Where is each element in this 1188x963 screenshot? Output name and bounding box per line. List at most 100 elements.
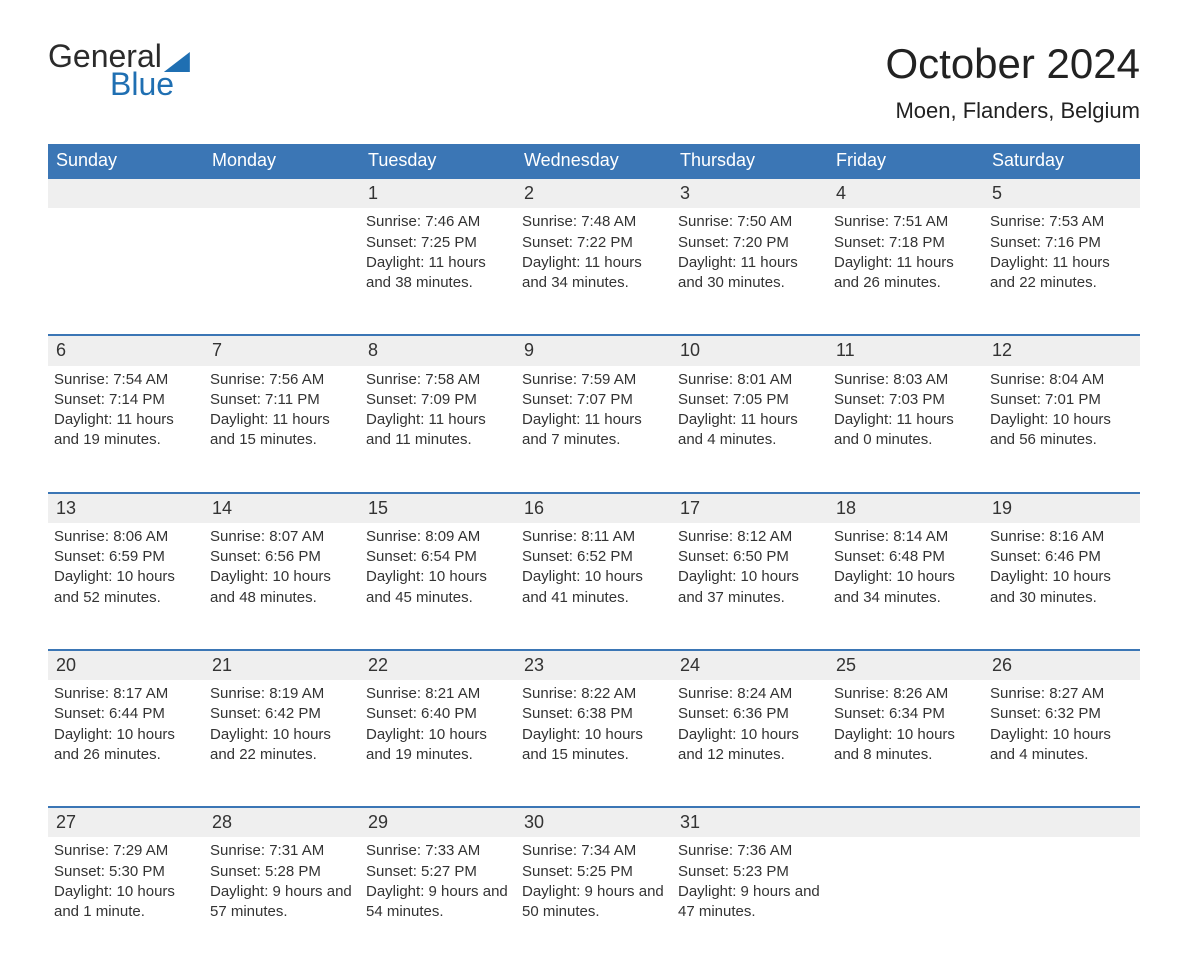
- day-number-3: 3: [672, 177, 828, 208]
- location-label: Moen, Flanders, Belgium: [885, 98, 1140, 124]
- day-number-24: 24: [672, 649, 828, 680]
- day-content-21: Sunrise: 8:19 AMSunset: 6:42 PMDaylight:…: [210, 680, 354, 765]
- sunset-value: Sunset: 6:48 PM: [834, 547, 978, 567]
- daylight-value: Daylight: 10 hours and 12 minutes.: [678, 725, 822, 766]
- sunset-value: Sunset: 5:23 PM: [678, 862, 822, 882]
- day-cell-7: Sunrise: 7:56 AMSunset: 7:11 PMDaylight:…: [204, 366, 360, 492]
- daylight-value: Daylight: 10 hours and 48 minutes.: [210, 567, 354, 608]
- sunrise-value: Sunrise: 8:16 AM: [990, 527, 1134, 547]
- day-content-24: Sunrise: 8:24 AMSunset: 6:36 PMDaylight:…: [678, 680, 822, 765]
- daylight-value: Daylight: 9 hours and 57 minutes.: [210, 882, 354, 923]
- daylight-value: Daylight: 10 hours and 4 minutes.: [990, 725, 1134, 766]
- week-1-content: Sunrise: 7:46 AMSunset: 7:25 PMDaylight:…: [48, 208, 1140, 334]
- sunset-value: Sunset: 6:52 PM: [522, 547, 666, 567]
- day-cell-2: Sunrise: 7:48 AMSunset: 7:22 PMDaylight:…: [516, 208, 672, 334]
- sunrise-value: Sunrise: 7:53 AM: [990, 212, 1134, 232]
- day-number-2: 2: [516, 177, 672, 208]
- sunrise-value: Sunrise: 8:07 AM: [210, 527, 354, 547]
- day-content-9: Sunrise: 7:59 AMSunset: 7:07 PMDaylight:…: [522, 366, 666, 451]
- day-cell-1: Sunrise: 7:46 AMSunset: 7:25 PMDaylight:…: [360, 208, 516, 334]
- daylight-value: Daylight: 10 hours and 52 minutes.: [54, 567, 198, 608]
- sunrise-value: Sunrise: 7:51 AM: [834, 212, 978, 232]
- sunset-value: Sunset: 7:07 PM: [522, 390, 666, 410]
- day-cell-15: Sunrise: 8:09 AMSunset: 6:54 PMDaylight:…: [360, 523, 516, 649]
- sunset-value: Sunset: 6:40 PM: [366, 704, 510, 724]
- daylight-value: Daylight: 11 hours and 30 minutes.: [678, 253, 822, 294]
- weekday-friday: Friday: [828, 144, 984, 177]
- day-number-6: 6: [48, 334, 204, 365]
- week-5-content: Sunrise: 7:29 AMSunset: 5:30 PMDaylight:…: [48, 837, 1140, 963]
- sunset-value: Sunset: 7:20 PM: [678, 233, 822, 253]
- day-content-14: Sunrise: 8:07 AMSunset: 6:56 PMDaylight:…: [210, 523, 354, 608]
- sunset-value: Sunset: 7:05 PM: [678, 390, 822, 410]
- week-1-numbers: 12345: [48, 177, 1140, 208]
- day-number-30: 30: [516, 806, 672, 837]
- day-content-29: Sunrise: 7:33 AMSunset: 5:27 PMDaylight:…: [366, 837, 510, 922]
- sunset-value: Sunset: 7:09 PM: [366, 390, 510, 410]
- sunrise-value: Sunrise: 7:58 AM: [366, 370, 510, 390]
- day-number-10: 10: [672, 334, 828, 365]
- daylight-value: Daylight: 11 hours and 38 minutes.: [366, 253, 510, 294]
- week-3-numbers: 13141516171819: [48, 492, 1140, 523]
- weekday-thursday: Thursday: [672, 144, 828, 177]
- week-4-numbers: 20212223242526: [48, 649, 1140, 680]
- day-number-1: 1: [360, 177, 516, 208]
- sunrise-value: Sunrise: 8:21 AM: [366, 684, 510, 704]
- daylight-value: Daylight: 10 hours and 26 minutes.: [54, 725, 198, 766]
- daylight-value: Daylight: 10 hours and 19 minutes.: [366, 725, 510, 766]
- sunrise-value: Sunrise: 8:03 AM: [834, 370, 978, 390]
- daylight-value: Daylight: 10 hours and 41 minutes.: [522, 567, 666, 608]
- day-number-29: 29: [360, 806, 516, 837]
- sunset-value: Sunset: 6:32 PM: [990, 704, 1134, 724]
- day-content-8: Sunrise: 7:58 AMSunset: 7:09 PMDaylight:…: [366, 366, 510, 451]
- day-number-16: 16: [516, 492, 672, 523]
- header-bar: General Blue October 2024 Moen, Flanders…: [48, 40, 1140, 124]
- sunset-value: Sunset: 5:28 PM: [210, 862, 354, 882]
- day-cell-17: Sunrise: 8:12 AMSunset: 6:50 PMDaylight:…: [672, 523, 828, 649]
- day-number-12: 12: [984, 334, 1140, 365]
- day-number-20: 20: [48, 649, 204, 680]
- sunset-value: Sunset: 7:18 PM: [834, 233, 978, 253]
- daylight-value: Daylight: 11 hours and 22 minutes.: [990, 253, 1134, 294]
- day-cell-3: Sunrise: 7:50 AMSunset: 7:20 PMDaylight:…: [672, 208, 828, 334]
- daylight-value: Daylight: 10 hours and 34 minutes.: [834, 567, 978, 608]
- day-content-15: Sunrise: 8:09 AMSunset: 6:54 PMDaylight:…: [366, 523, 510, 608]
- day-cell-empty: [828, 837, 984, 963]
- sunrise-value: Sunrise: 7:29 AM: [54, 841, 198, 861]
- sunrise-value: Sunrise: 8:11 AM: [522, 527, 666, 547]
- sunrise-value: Sunrise: 7:54 AM: [54, 370, 198, 390]
- sunrise-value: Sunrise: 8:24 AM: [678, 684, 822, 704]
- daylight-value: Daylight: 10 hours and 56 minutes.: [990, 410, 1134, 451]
- sunrise-value: Sunrise: 8:04 AM: [990, 370, 1134, 390]
- day-number-11: 11: [828, 334, 984, 365]
- sunrise-value: Sunrise: 8:14 AM: [834, 527, 978, 547]
- day-content-18: Sunrise: 8:14 AMSunset: 6:48 PMDaylight:…: [834, 523, 978, 608]
- day-cell-20: Sunrise: 8:17 AMSunset: 6:44 PMDaylight:…: [48, 680, 204, 806]
- day-number-23: 23: [516, 649, 672, 680]
- month-title: October 2024: [885, 40, 1140, 88]
- sunset-value: Sunset: 7:22 PM: [522, 233, 666, 253]
- logo: General Blue: [48, 40, 190, 100]
- daylight-value: Daylight: 11 hours and 19 minutes.: [54, 410, 198, 451]
- day-number-4: 4: [828, 177, 984, 208]
- day-content-1: Sunrise: 7:46 AMSunset: 7:25 PMDaylight:…: [366, 208, 510, 293]
- day-content-7: Sunrise: 7:56 AMSunset: 7:11 PMDaylight:…: [210, 366, 354, 451]
- day-number-8: 8: [360, 334, 516, 365]
- sunset-value: Sunset: 6:46 PM: [990, 547, 1134, 567]
- sunrise-value: Sunrise: 8:17 AM: [54, 684, 198, 704]
- day-content-31: Sunrise: 7:36 AMSunset: 5:23 PMDaylight:…: [678, 837, 822, 922]
- sunrise-value: Sunrise: 8:12 AM: [678, 527, 822, 547]
- sunrise-value: Sunrise: 7:36 AM: [678, 841, 822, 861]
- week-3-content: Sunrise: 8:06 AMSunset: 6:59 PMDaylight:…: [48, 523, 1140, 649]
- day-cell-11: Sunrise: 8:03 AMSunset: 7:03 PMDaylight:…: [828, 366, 984, 492]
- day-number-17: 17: [672, 492, 828, 523]
- calendar-head: SundayMondayTuesdayWednesdayThursdayFrid…: [48, 144, 1140, 177]
- sunset-value: Sunset: 6:42 PM: [210, 704, 354, 724]
- day-cell-9: Sunrise: 7:59 AMSunset: 7:07 PMDaylight:…: [516, 366, 672, 492]
- day-number-28: 28: [204, 806, 360, 837]
- day-content-17: Sunrise: 8:12 AMSunset: 6:50 PMDaylight:…: [678, 523, 822, 608]
- sunrise-value: Sunrise: 7:33 AM: [366, 841, 510, 861]
- day-cell-empty: [48, 208, 204, 334]
- sunrise-value: Sunrise: 7:34 AM: [522, 841, 666, 861]
- day-cell-empty: [204, 208, 360, 334]
